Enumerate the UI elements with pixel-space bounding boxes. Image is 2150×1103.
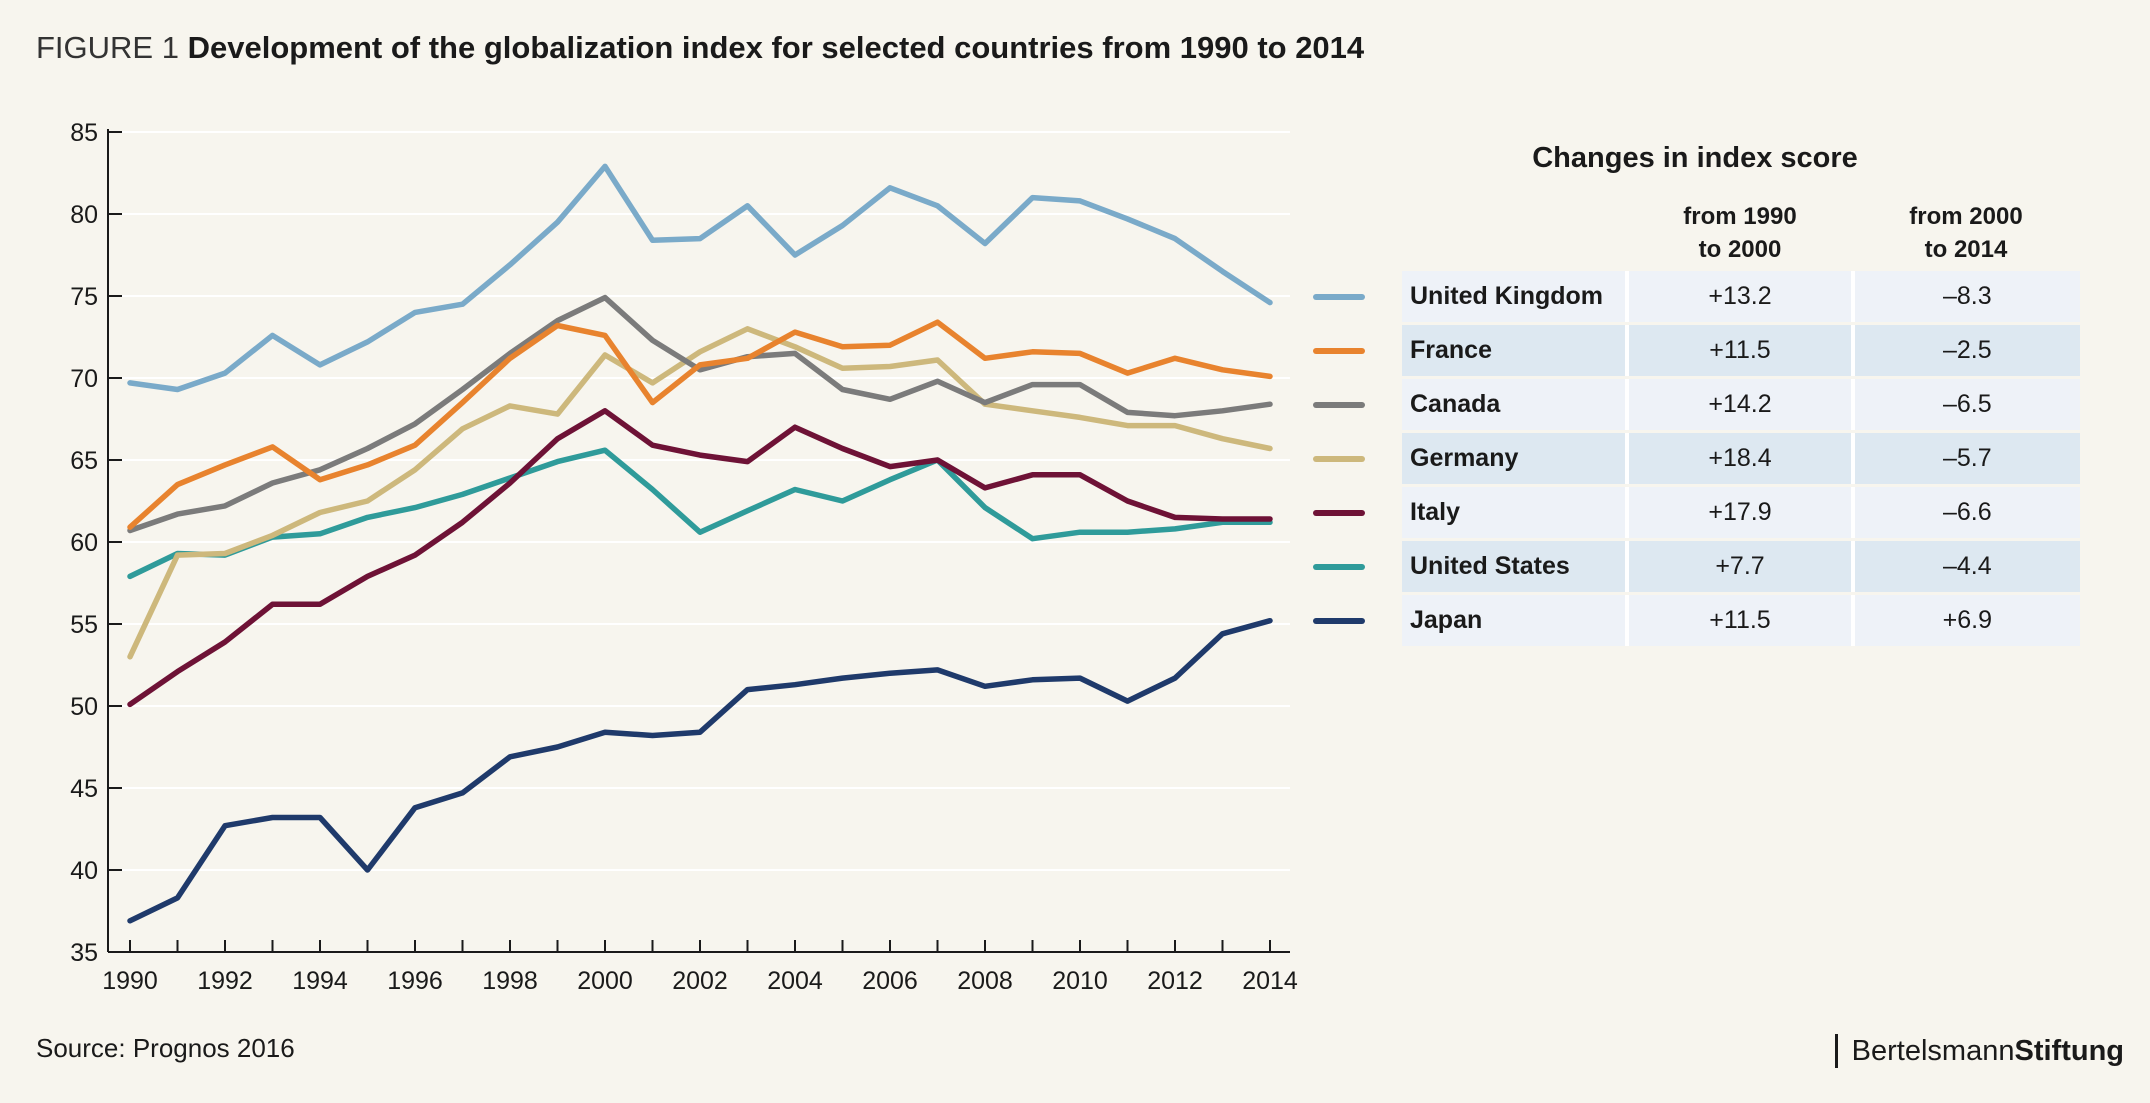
x-tick-label-1994: 1994 xyxy=(292,967,348,995)
x-tick-label-2014: 2014 xyxy=(1242,967,1298,995)
legend-swatch-canada xyxy=(1313,402,1365,408)
series-line-united-states xyxy=(127,447,1273,580)
x-tick-label-1996: 1996 xyxy=(387,967,443,995)
legend-swatch-france xyxy=(1313,348,1365,354)
figure-label: FIGURE 1 xyxy=(36,30,179,65)
table-row-united-kingdom: United Kingdom +13.2 –8.3 xyxy=(1402,271,2080,322)
table-row-canada: Canada +14.2 –6.5 xyxy=(1402,379,2080,430)
series-line-germany xyxy=(127,326,1273,660)
brand-light: Bertelsmann xyxy=(1851,1035,2015,1067)
x-tick-label-1998: 1998 xyxy=(482,967,538,995)
change-2000-2014-japan: +6.9 xyxy=(1942,606,1992,634)
y-tick-label-40: 40 xyxy=(70,857,98,885)
column-header-2000-2014-text: from 2000 to 2014 xyxy=(1909,203,2023,263)
column-header-1990-2000: from 1990 to 2000 xyxy=(1620,200,1860,266)
change-1990-2000-germany: +18.4 xyxy=(1629,433,1855,484)
brand-logo: BertelsmannStiftung xyxy=(1834,1034,2124,1068)
table-heading-text: Changes in index score xyxy=(1532,142,1858,174)
y-tick-label-65: 65 xyxy=(70,447,98,475)
legend-label-canada: Canada xyxy=(1402,379,1630,430)
y-tick-label-50: 50 xyxy=(70,693,98,721)
change-table: United Kingdom +13.2 –8.3 France +11.5 –2.5 Ca… xyxy=(1402,271,2080,649)
legend-label-united-states: United States xyxy=(1402,541,1630,592)
x-tick-label-2002: 2002 xyxy=(672,967,728,995)
table-row-japan: Japan +11.5 +6.9 xyxy=(1402,595,2080,646)
series-line-italy xyxy=(127,408,1273,708)
series-line-canada xyxy=(127,294,1273,534)
table-row-italy: Italy +17.9 –6.6 xyxy=(1402,487,2080,538)
legend-swatch-united-kingdom xyxy=(1313,294,1365,300)
y-tick-label-55: 55 xyxy=(70,611,98,639)
legend-label-france: France xyxy=(1402,325,1630,376)
x-tick-label-2004: 2004 xyxy=(767,967,823,995)
legend-swatch-japan xyxy=(1313,618,1365,624)
x-tick-label-2010: 2010 xyxy=(1052,967,1108,995)
x-tick-label-1990: 1990 xyxy=(102,967,158,995)
series-line-japan xyxy=(127,617,1273,924)
series-line-united-kingdom xyxy=(127,163,1273,393)
y-tick-label-85: 85 xyxy=(70,119,98,147)
change-1990-2000-united-states: +7.7 xyxy=(1629,541,1855,592)
table-row-germany: Germany +18.4 –5.7 xyxy=(1402,433,2080,484)
change-1990-2000-italy: +17.9 xyxy=(1629,487,1855,538)
legend-label-italy: Italy xyxy=(1402,487,1630,538)
legend-swatch-germany xyxy=(1313,456,1365,462)
change-1990-2000-canada: +14.2 xyxy=(1629,379,1855,430)
change-2000-2014-germany: –5.7 xyxy=(1942,444,1992,472)
change-2000-2014-italy: –6.6 xyxy=(1942,498,1992,526)
legend-label-united-kingdom: United Kingdom xyxy=(1402,271,1630,322)
column-header-2000-2014: from 2000 to 2014 xyxy=(1846,200,2086,266)
x-tick-label-2006: 2006 xyxy=(862,967,918,995)
y-tick-label-75: 75 xyxy=(70,283,98,311)
change-2000-2014-united-states: –4.4 xyxy=(1942,552,1992,580)
legend-label-japan: Japan xyxy=(1402,595,1630,646)
legend-swatch-united-states xyxy=(1313,564,1365,570)
change-2000-2014-france: –2.5 xyxy=(1942,336,1992,364)
table-row-france: France +11.5 –2.5 xyxy=(1402,325,2080,376)
y-tick-label-70: 70 xyxy=(70,365,98,393)
figure-title: FIGURE 1 Development of the globalizatio… xyxy=(36,30,1364,66)
legend-swatch-italy xyxy=(1313,510,1365,516)
change-1990-2000-france: +11.5 xyxy=(1629,325,1855,376)
y-tick-label-80: 80 xyxy=(70,201,98,229)
y-tick-label-60: 60 xyxy=(70,529,98,557)
change-2000-2014-united-kingdom: –8.3 xyxy=(1942,282,1992,310)
change-1990-2000-japan: +11.5 xyxy=(1629,595,1855,646)
x-tick-label-2000: 2000 xyxy=(577,967,633,995)
brand-bold: Stiftung xyxy=(2014,1035,2124,1067)
series-line-france xyxy=(127,319,1273,530)
x-tick-label-2008: 2008 xyxy=(957,967,1013,995)
table-row-united-states: United States +7.7 –4.4 xyxy=(1402,541,2080,592)
y-tick-label-35: 35 xyxy=(70,939,98,967)
y-tick-label-45: 45 xyxy=(70,775,98,803)
legend-label-germany: Germany xyxy=(1402,433,1630,484)
change-2000-2014-canada: –6.5 xyxy=(1942,390,1992,418)
figure-title-text: Development of the globalization index f… xyxy=(187,30,1365,65)
source-note: Source: Prognos 2016 xyxy=(36,1033,295,1063)
column-header-1990-2000-text: from 1990 to 2000 xyxy=(1683,203,1797,263)
x-tick-label-2012: 2012 xyxy=(1147,967,1203,995)
change-1990-2000-united-kingdom: +13.2 xyxy=(1629,271,1855,322)
x-tick-label-1992: 1992 xyxy=(197,967,253,995)
